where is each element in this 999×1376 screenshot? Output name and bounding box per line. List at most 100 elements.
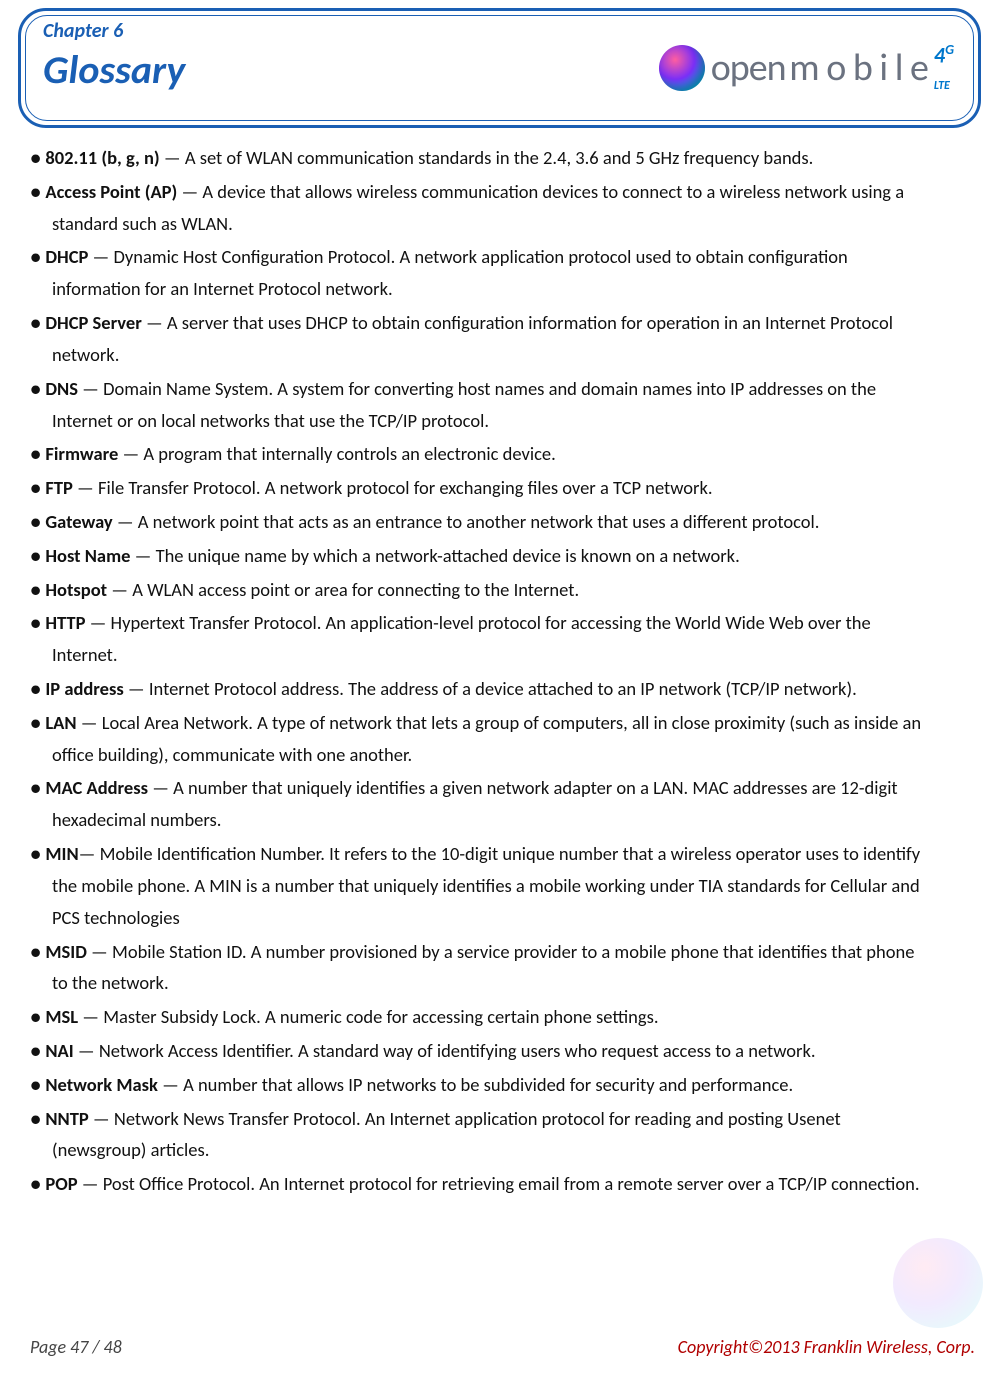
glossary-term: Gateway xyxy=(45,510,112,533)
separator: — xyxy=(118,442,143,465)
entry-line: ● MAC Address — A number that uniquely i… xyxy=(30,772,975,804)
definition-continuation: (newsgroup) articles. xyxy=(30,1134,975,1166)
glossary-term: MIN xyxy=(45,842,78,865)
bullet-icon: ● xyxy=(30,510,45,533)
entry-line: ● 802.11 (b, g, n) — A set of WLAN commu… xyxy=(30,142,975,174)
separator: — xyxy=(160,146,185,169)
glossary-term: HTTP xyxy=(45,611,85,634)
glossary-entry: ● DNS — Domain Name System. A system for… xyxy=(30,373,975,437)
glossary-content: ● 802.11 (b, g, n) — A set of WLAN commu… xyxy=(0,142,999,1200)
glossary-term: DHCP xyxy=(45,245,88,268)
glossary-definition: Master Subsidy Lock. A numeric code for … xyxy=(103,1005,658,1028)
glossary-entry: ● FTP — File Transfer Protocol. A networ… xyxy=(30,472,975,504)
glossary-entry: ● LAN — Local Area Network. A type of ne… xyxy=(30,707,975,771)
glossary-entry: ● Hotspot — A WLAN access point or area … xyxy=(30,574,975,606)
bullet-icon: ● xyxy=(30,940,45,963)
separator: — xyxy=(88,245,113,268)
bullet-icon: ● xyxy=(30,1005,45,1028)
bullet-icon: ● xyxy=(30,146,45,169)
glossary-definition: A number that uniquely identifies a give… xyxy=(173,776,898,799)
separator: — xyxy=(79,842,100,865)
entry-line: ● HTTP — Hypertext Transfer Protocol. An… xyxy=(30,607,975,639)
separator: — xyxy=(78,1005,103,1028)
glossary-definition: A number that allows IP networks to be s… xyxy=(183,1073,793,1096)
definition-continuation: hexadecimal numbers. xyxy=(30,804,975,836)
glossary-definition: A network point that acts as an entrance… xyxy=(138,510,820,533)
bullet-icon: ● xyxy=(30,377,45,400)
definition-continuation: PCS technologies xyxy=(30,902,975,934)
glossary-entry: ● 802.11 (b, g, n) — A set of WLAN commu… xyxy=(30,142,975,174)
glossary-definition: Hypertext Transfer Protocol. An applicat… xyxy=(111,611,871,634)
glossary-definition: A WLAN access point or area for connecti… xyxy=(132,578,579,601)
bullet-icon: ● xyxy=(30,578,45,601)
bullet-icon: ● xyxy=(30,442,45,465)
bullet-icon: ● xyxy=(30,677,45,700)
glossary-definition: A set of WLAN communication standards in… xyxy=(185,146,813,169)
glossary-definition: Internet Protocol address. The address o… xyxy=(149,677,857,700)
bullet-icon: ● xyxy=(30,245,45,268)
bullet-icon: ● xyxy=(30,1073,45,1096)
bullet-icon: ● xyxy=(30,711,45,734)
glossary-entry: ● MSID — Mobile Station ID. A number pro… xyxy=(30,936,975,1000)
separator: — xyxy=(130,544,155,567)
separator: — xyxy=(89,1107,114,1130)
glossary-entry: ● MIN— Mobile Identification Number. It … xyxy=(30,838,975,933)
glossary-definition: A server that uses DHCP to obtain config… xyxy=(167,311,893,334)
glossary-term: Host Name xyxy=(45,544,130,567)
entry-line: ● Hotspot — A WLAN access point or area … xyxy=(30,574,975,606)
glossary-definition: File Transfer Protocol. A network protoc… xyxy=(98,476,713,499)
glossary-definition: A program that internally controls an el… xyxy=(143,442,555,465)
entry-line: ● DHCP — Dynamic Host Configuration Prot… xyxy=(30,241,975,273)
definition-continuation: standard such as WLAN. xyxy=(30,208,975,240)
definition-continuation: Internet or on local networks that use t… xyxy=(30,405,975,437)
definition-continuation: information for an Internet Protocol net… xyxy=(30,273,975,305)
glossary-entry: ● NNTP — Network News Transfer Protocol.… xyxy=(30,1103,975,1167)
page-number: Page 47 / 48 xyxy=(30,1336,122,1358)
glossary-term: MAC Address xyxy=(45,776,148,799)
definition-continuation: network. xyxy=(30,339,975,371)
separator: — xyxy=(177,180,202,203)
glossary-entry: ● POP — Post Office Protocol. An Interne… xyxy=(30,1168,975,1200)
glossary-term: FTP xyxy=(45,476,73,499)
entry-line: ● Host Name — The unique name by which a… xyxy=(30,540,975,572)
bullet-icon: ● xyxy=(30,776,45,799)
glossary-definition: Network Access Identifier. A standard wa… xyxy=(99,1039,816,1062)
glossary-entry: ● DHCP — Dynamic Host Configuration Prot… xyxy=(30,241,975,305)
entry-line: ● Network Mask — A number that allows IP… xyxy=(30,1069,975,1101)
entry-line: ● Access Point (AP) — A device that allo… xyxy=(30,176,975,208)
glossary-term: MSID xyxy=(45,940,87,963)
separator: — xyxy=(113,510,138,533)
glossary-entry: ● IP address — Internet Protocol address… xyxy=(30,673,975,705)
open-wordmark: open m o b i l e xyxy=(711,45,928,91)
glossary-term: Firmware xyxy=(45,442,118,465)
header-panel: Chapter 6 Glossary open m o b i l e 4G L… xyxy=(18,8,981,128)
sphere-icon xyxy=(659,45,705,91)
glossary-term: IP address xyxy=(45,677,123,700)
separator: — xyxy=(74,1039,99,1062)
glossary-definition: Dynamic Host Configuration Protocol. A n… xyxy=(113,245,847,268)
definition-continuation: Internet. xyxy=(30,639,975,671)
glossary-term: DNS xyxy=(45,377,78,400)
glossary-definition: Post Office Protocol. An Internet protoc… xyxy=(103,1172,920,1195)
glossary-entry: ● Network Mask — A number that allows IP… xyxy=(30,1069,975,1101)
separator: — xyxy=(142,311,167,334)
entry-line: ● DHCP Server — A server that uses DHCP … xyxy=(30,307,975,339)
glossary-term: NNTP xyxy=(45,1107,88,1130)
glossary-entry: ● MAC Address — A number that uniquely i… xyxy=(30,772,975,836)
entry-line: ● IP address — Internet Protocol address… xyxy=(30,673,975,705)
separator: — xyxy=(158,1073,183,1096)
glossary-definition: Mobile Identification Number. It refers … xyxy=(100,842,921,865)
glossary-entry: ● Host Name — The unique name by which a… xyxy=(30,540,975,572)
page-footer: Page 47 / 48 Copyright©2013 Franklin Wir… xyxy=(30,1336,975,1358)
entry-line: ● LAN — Local Area Network. A type of ne… xyxy=(30,707,975,739)
glossary-definition: Mobile Station ID. A number provisioned … xyxy=(112,940,914,963)
glossary-term: LAN xyxy=(45,711,76,734)
entry-line: ● Firmware — A program that internally c… xyxy=(30,438,975,470)
bullet-icon: ● xyxy=(30,476,45,499)
bullet-icon: ● xyxy=(30,842,45,865)
bullet-icon: ● xyxy=(30,1039,45,1062)
glossary-entry: ● Firmware — A program that internally c… xyxy=(30,438,975,470)
watermark-icon xyxy=(893,1238,983,1328)
glossary-term: MSL xyxy=(45,1005,78,1028)
bullet-icon: ● xyxy=(30,180,45,203)
